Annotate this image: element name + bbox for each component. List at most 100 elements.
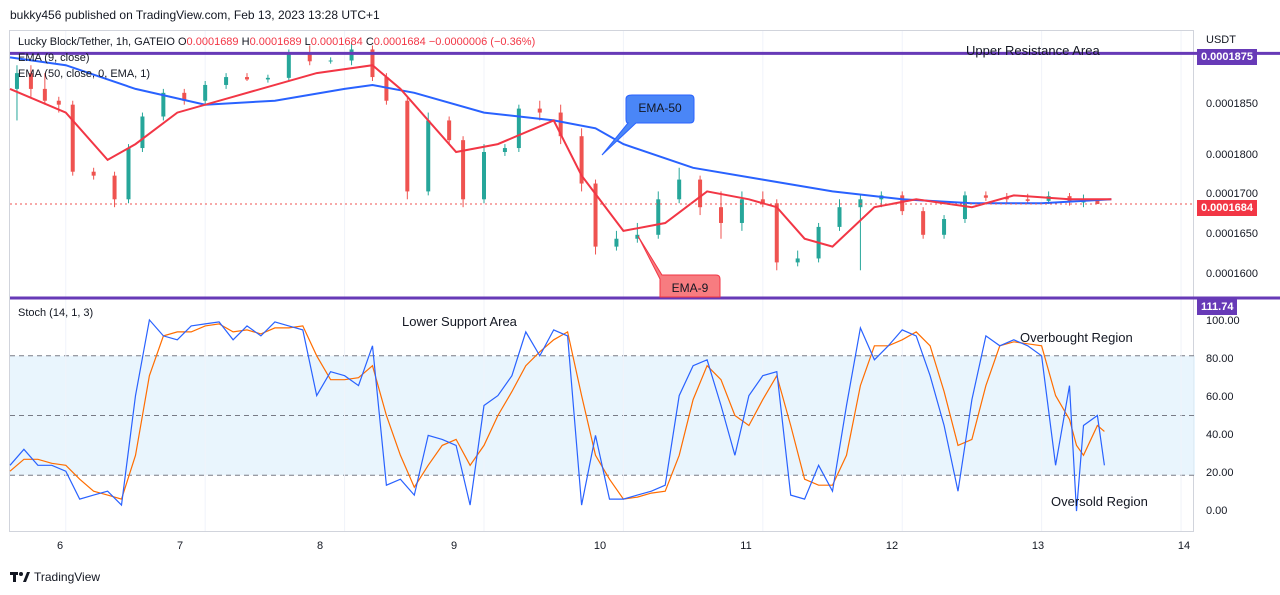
candle-body (370, 49, 375, 78)
time-tick: 14 (1177, 540, 1191, 552)
price-change: −0.0000006 (−0.36%) (428, 36, 536, 48)
candle-body (760, 199, 765, 204)
candle-body (656, 199, 661, 235)
candle-body (795, 258, 800, 263)
stoch-tick: 40.00 (1206, 429, 1234, 441)
stoch-band (10, 355, 1195, 476)
time-tick: 12 (885, 540, 899, 552)
time-tick: 6 (56, 540, 64, 552)
tradingview-footer[interactable]: TradingView (10, 570, 100, 584)
candle-body (900, 195, 905, 212)
lower-support-label: Lower Support Area (402, 314, 517, 329)
candle-body (140, 116, 145, 149)
ohlc-high-label: H (241, 36, 250, 48)
stoch-tick: 100.00 (1206, 315, 1240, 327)
candle-body (698, 179, 703, 208)
candle-body (447, 120, 452, 141)
ema9-callout-bubble (637, 235, 721, 298)
candle-body (307, 53, 312, 62)
currency-label: USDT (1206, 34, 1236, 46)
ohlc-close-label: C (365, 36, 374, 48)
ema9-callout-text: EMA-9 (671, 281, 709, 295)
time-tick: 13 (1031, 540, 1045, 552)
ohlc-open: 0.0001689 (186, 36, 239, 48)
price-tick: 0.0001650 (1206, 228, 1258, 240)
footer-brand: TradingView (34, 570, 101, 584)
candle-body (328, 60, 333, 62)
price-tick: 0.0001600 (1206, 268, 1258, 280)
candle-body (677, 179, 682, 200)
stoch-tick: 60.00 (1206, 391, 1234, 403)
candle-body (593, 183, 598, 247)
symbol-header: Lucky Block/Tether, 1h, GATEIO O0.000168… (18, 36, 535, 48)
candle-body (579, 136, 584, 184)
candle-body (182, 92, 187, 101)
candle-body (1004, 197, 1009, 200)
candle-body (28, 73, 33, 89)
candle-body (921, 211, 926, 235)
candle-body (482, 151, 486, 200)
price-tick: 0.0001850 (1206, 98, 1258, 110)
last-price-badge: 0.0001684 (1197, 200, 1257, 216)
stoch-legend[interactable]: Stoch (14, 1, 3) (18, 307, 94, 319)
stoch-tick: 80.00 (1206, 353, 1234, 365)
time-tick: 9 (450, 540, 458, 552)
candle-body (614, 238, 619, 247)
candle-body (774, 203, 779, 263)
candle-body (203, 84, 208, 101)
stoch-d-line (9, 323, 1105, 500)
time-tick: 8 (316, 540, 324, 552)
candle-body (14, 73, 19, 89)
tradingview-logo-icon (10, 572, 30, 582)
candle-body (983, 195, 988, 198)
time-tick: 7 (176, 540, 184, 552)
candle-body (719, 207, 723, 223)
resistance-price-badge: 0.0001875 (1197, 49, 1257, 65)
stoch-k-line (9, 318, 1105, 512)
candle-body (837, 207, 842, 227)
candle-body (1025, 199, 1030, 201)
stoch-tick: 0.00 (1206, 505, 1228, 517)
candle-body (858, 199, 863, 208)
candle-body (265, 77, 270, 80)
candle-body (126, 148, 131, 200)
candle-body (558, 112, 563, 137)
ema50-callout-text: EMA-50 (638, 101, 682, 115)
candle-body (224, 77, 229, 85)
ohlc-close: 0.0001684 (373, 36, 426, 48)
candle-body (384, 77, 389, 101)
candle-body (1095, 200, 1100, 205)
ema50-callout-bubble (601, 94, 695, 156)
ema50-legend[interactable]: EMA (50, close, 0, EMA, 1) (18, 68, 151, 80)
candle-body (161, 92, 166, 117)
ohlc-low-label: L (304, 36, 311, 48)
candle-body (739, 199, 744, 223)
symbol-title[interactable]: Lucky Block/Tether, 1h, GATEIO (18, 36, 175, 48)
candle-body (56, 100, 61, 105)
stoch-level-badge: 111.74 (1197, 299, 1238, 315)
candle-body (245, 77, 249, 80)
ohlc-open-label: O (177, 36, 187, 48)
candle-body (461, 140, 466, 200)
candle-body (502, 148, 507, 152)
candle-body (70, 104, 75, 172)
publisher-line: bukky456 published on TradingView.com, F… (10, 8, 380, 22)
candle-body (537, 108, 542, 113)
ema9-legend[interactable]: EMA (9, close) (18, 52, 90, 64)
ohlc-low: 0.0001684 (310, 36, 363, 48)
time-tick: 11 (740, 540, 752, 552)
overbought-label: Overbought Region (1020, 330, 1133, 345)
candle-body (286, 53, 291, 78)
upper-resistance-label: Upper Resistance Area (966, 43, 1100, 58)
candle-body (42, 88, 47, 101)
candle-body (426, 120, 431, 192)
time-tick: 10 (593, 540, 607, 552)
price-tick: 0.0001800 (1206, 149, 1258, 161)
candle-body (91, 171, 96, 176)
candle-body (112, 175, 117, 200)
candle-body (405, 100, 410, 192)
price-tick: 0.0001700 (1206, 188, 1258, 200)
chart-frame[interactable] (9, 30, 1194, 532)
stoch-tick: 20.00 (1206, 467, 1234, 479)
